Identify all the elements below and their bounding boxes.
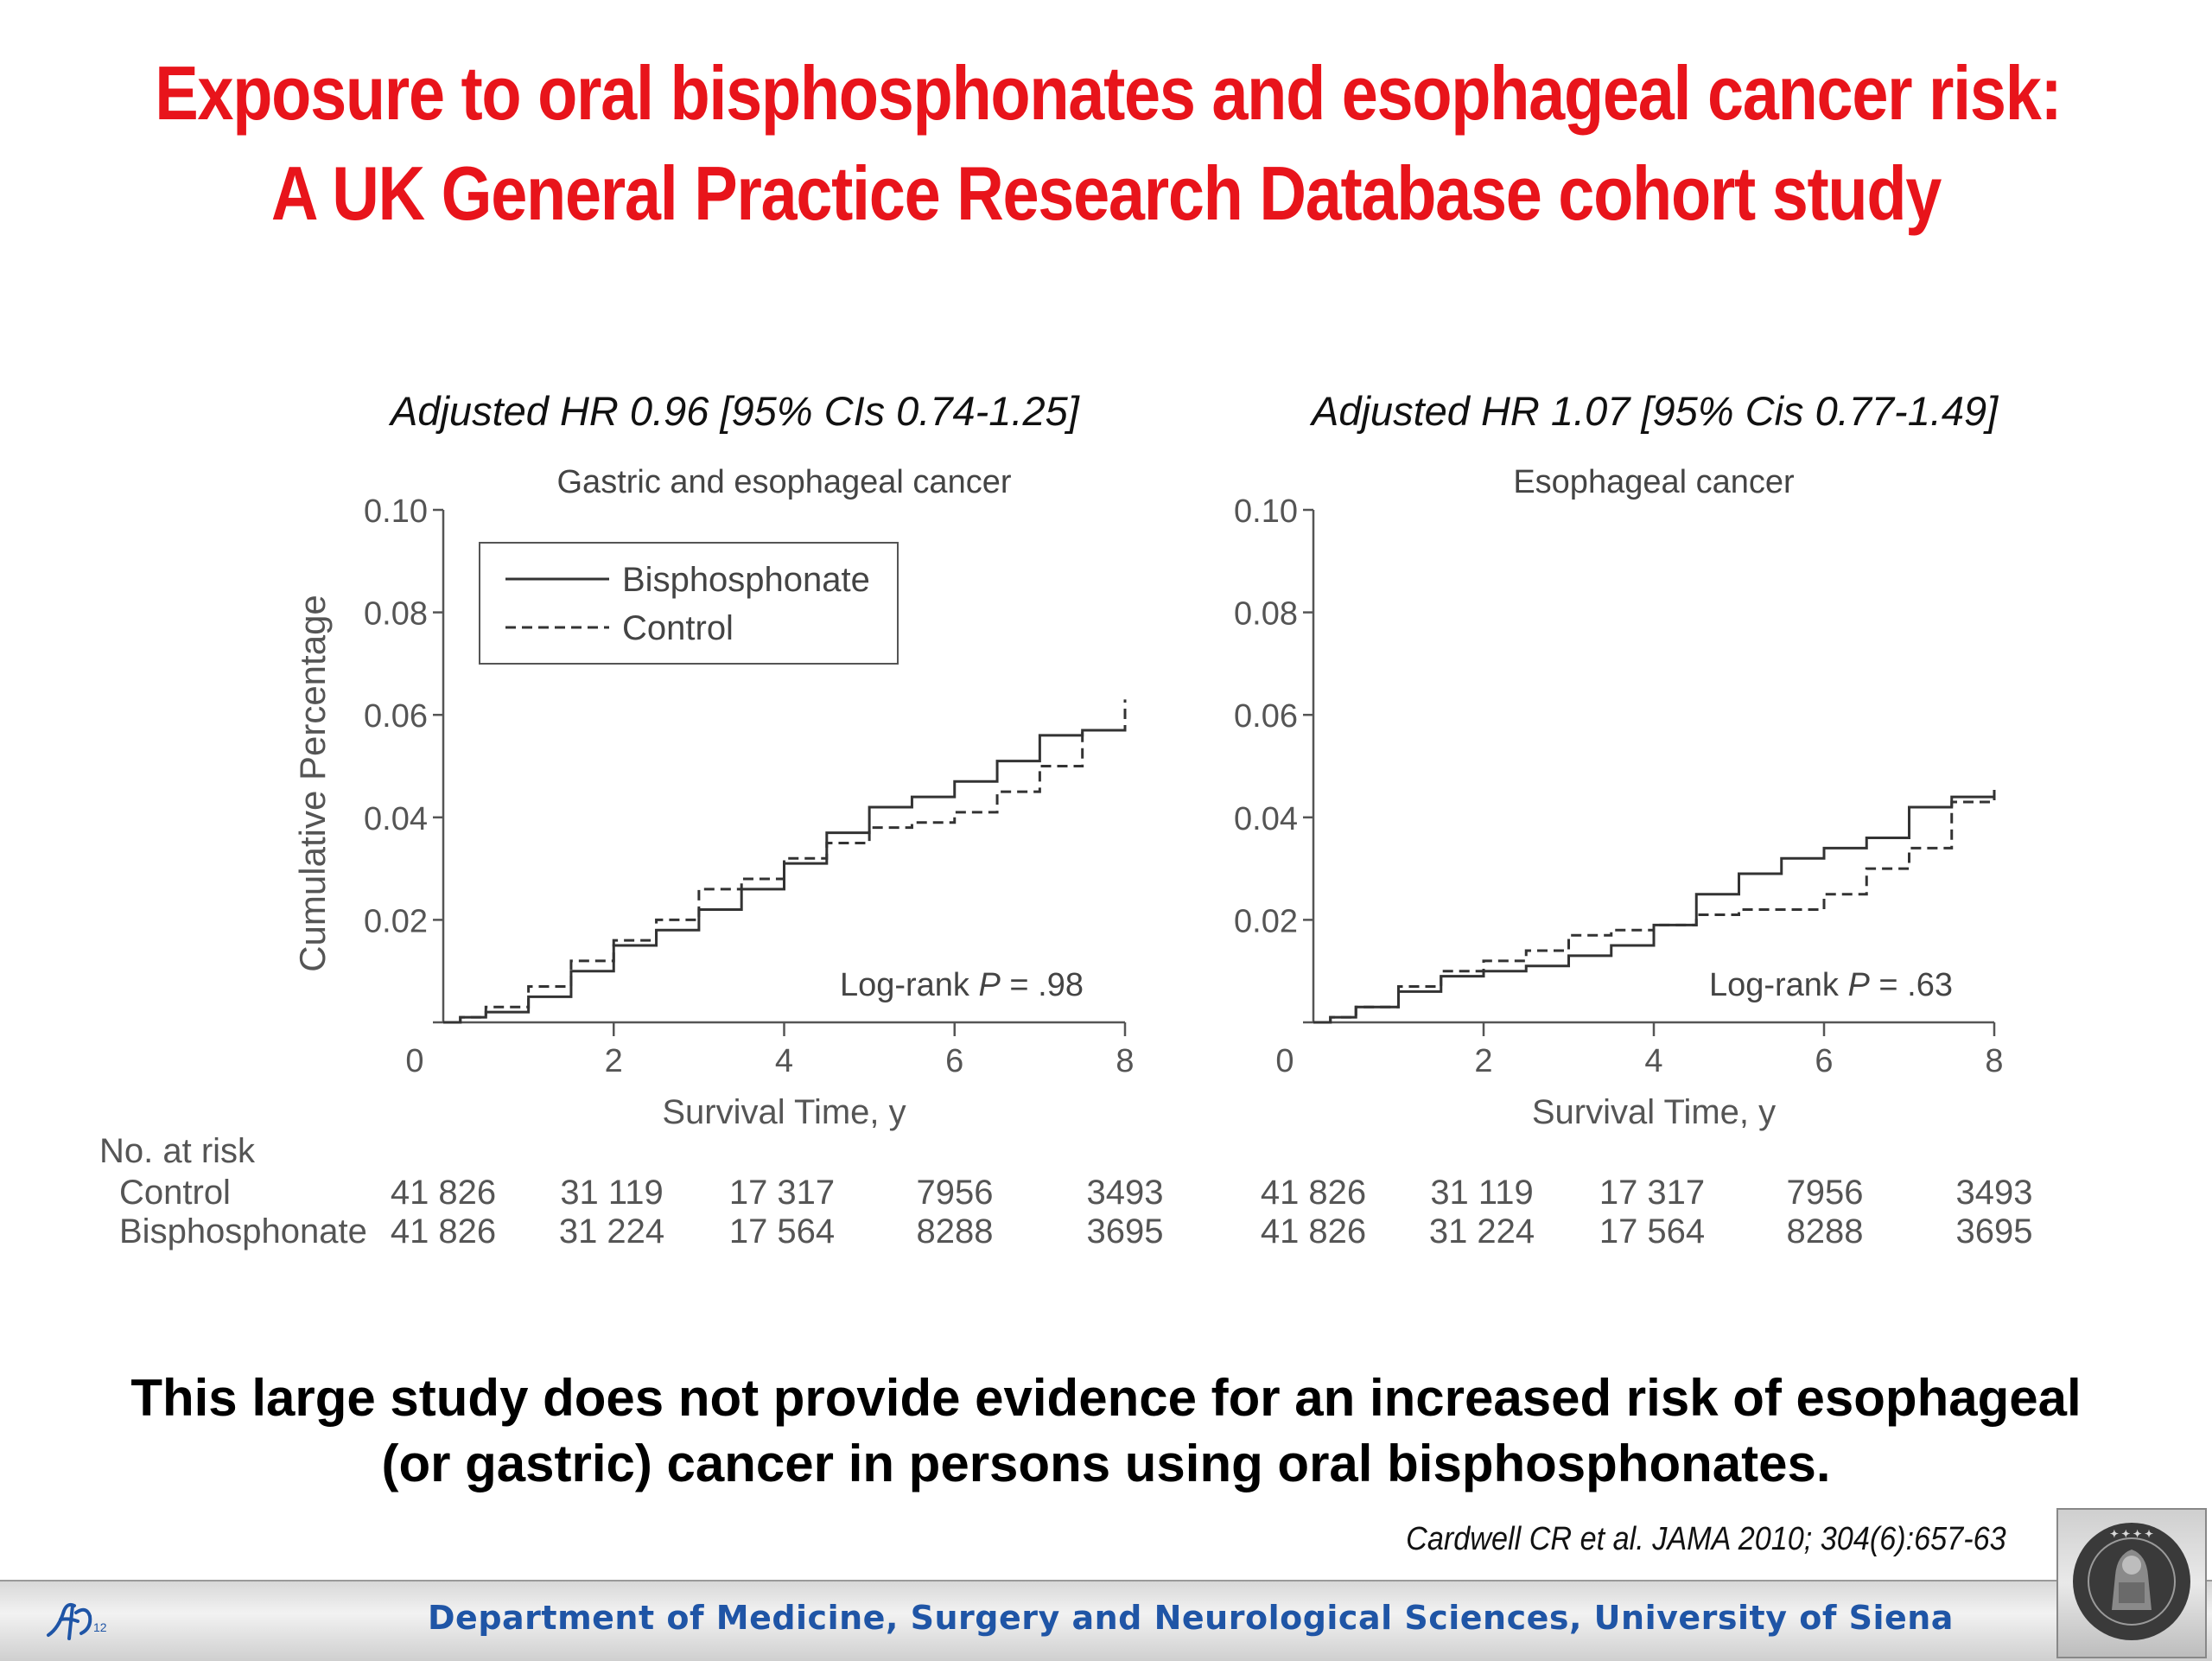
x-tick-label: 8 [1985,1043,2003,1079]
y-tick-label: 0.06 [1234,698,1298,735]
conclusion: This large study does not provide eviden… [0,1365,2212,1497]
x-tick-label: 0 [1275,1043,1294,1079]
slide-title: Exposure to oral bisphosphonates and eso… [155,43,2063,244]
risk-value: 41 826 [1260,1212,1367,1251]
risk-value: 8288 [916,1212,994,1251]
x-tick-label: 2 [605,1043,623,1079]
risk-value: 17 317 [728,1174,836,1212]
risk-value: 3493 [1086,1174,1164,1212]
log-rank-p: P [979,967,1001,1003]
risk-value: 31 224 [558,1212,665,1251]
risk-value: 31 119 [1430,1174,1534,1212]
x-axis-label: Survival Time, y [662,1093,906,1131]
risk-value: 7956 [916,1174,994,1212]
chart-title: Esophageal cancer [1513,464,1795,500]
x-tick-label: 4 [775,1043,793,1079]
hr-label-right: Adjusted HR 1.07 [95% Cis 0.77-1.49] [1312,388,1999,434]
risk-value: 17 317 [1599,1174,1706,1212]
risk-value: 31 224 [1428,1212,1535,1251]
y-tick-label: 0.04 [1234,801,1298,837]
y-tick-label: 0.04 [364,801,428,837]
y-tick-label: 0.02 [364,903,428,939]
university-seal: ✦ ✦ ✦ ✦ [2056,1508,2207,1658]
log-rank-value: = .98 [1001,967,1084,1003]
risk-row-label: Bisphosphonate [119,1212,367,1251]
risk-value: 3695 [1086,1212,1164,1251]
department-logo-number: 12 [93,1620,107,1634]
risk-table: No. at risk Control 41 826 31 119 17 317 7956… [0,1132,2212,1270]
legend-label-control: Control [622,609,734,647]
risk-value: 31 119 [560,1174,664,1212]
x-tick-label: 6 [945,1043,963,1079]
log-rank-value: = .63 [1870,967,1953,1003]
x-tick-label: 6 [1815,1043,1833,1079]
log-rank-p: P [1848,967,1871,1003]
risk-value: 8288 [1786,1212,1864,1251]
department-logo-icon: 12 [47,1602,107,1640]
x-tick-label: 8 [1116,1043,1134,1079]
footer-bar: 12 Department of Medicine, Surgery and N… [0,1580,2212,1661]
y-tick-label: 0.02 [1234,903,1298,939]
conclusion-line-1: This large study does not provide eviden… [130,1369,2082,1427]
risk-value: 41 826 [1260,1174,1367,1212]
series-line-control [1313,786,1996,1024]
conclusion-line-2: (or gastric) cancer in persons using ora… [381,1435,1831,1492]
risk-value: 3695 [1955,1212,2033,1251]
risk-row-label: Control [119,1174,231,1212]
slide-title-line-2: A UK General Practice Research Database … [270,150,1942,236]
series-line-bisphosphonate [1313,792,1996,1024]
chart-title: Gastric and esophageal cancer [557,464,1012,500]
log-rank-prefix: Log-rank [1709,967,1848,1003]
svg-text:✦ ✦ ✦ ✦: ✦ ✦ ✦ ✦ [2110,1528,2153,1540]
risk-value: 7956 [1786,1174,1864,1212]
series-line-control [443,699,1127,1024]
slide-title-line-1: Exposure to oral bisphosphonates and eso… [155,50,2063,136]
risk-value: 3493 [1955,1174,2033,1212]
footer-department-text: Department of Medicine, Surgery and Neur… [428,1599,1954,1637]
x-tick-label: 4 [1644,1043,1662,1079]
legend-box [479,542,899,665]
x-axis-label: Survival Time, y [1532,1093,1776,1131]
risk-value: 17 564 [1599,1212,1706,1251]
hr-label-left: Adjusted HR 0.96 [95% CIs 0.74-1.25] [391,388,1079,434]
x-tick-label: 0 [405,1043,423,1079]
y-tick-label: 0.10 [364,493,428,530]
university-seal-icon: ✦ ✦ ✦ ✦ [2073,1523,2190,1640]
log-rank-annotation: Log-rank P = .98 [840,967,1084,1003]
x-tick-label: 2 [1474,1043,1492,1079]
log-rank-prefix: Log-rank [840,967,979,1003]
risk-value: 41 826 [390,1174,497,1212]
y-axis-label: Cumulative Percentage [292,595,333,972]
risk-value: 17 564 [728,1212,836,1251]
y-tick-label: 0.08 [364,596,428,633]
legend-label-bisphosphonate: Bisphosphonate [622,561,870,599]
log-rank-annotation: Log-rank P = .63 [1709,967,1953,1003]
risk-value: 41 826 [390,1212,497,1251]
km-charts: 0.02 0.04 0.06 0.08 0.10 0 2 4 6 8 Gastric and eso… [292,464,2004,1131]
citation: Cardwell CR et al. JAMA 2010; 304(6):657… [1406,1521,2006,1557]
y-tick-label: 0.06 [364,698,428,735]
risk-table-header: No. at risk [99,1132,256,1170]
y-tick-label: 0.08 [1234,596,1298,633]
y-tick-label: 0.10 [1234,493,1298,530]
